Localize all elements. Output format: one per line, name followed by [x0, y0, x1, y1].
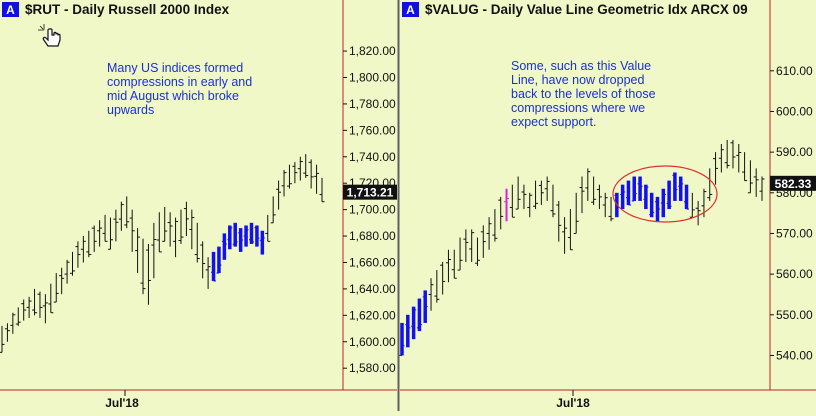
y-tick-label: 610.00 [776, 64, 813, 78]
y-tick-label: 550.00 [776, 308, 813, 322]
y-tick-label: 1,660.00 [349, 255, 396, 269]
y-tick-label: 1,820.00 [349, 44, 396, 58]
annotation-line: compressions where we [511, 101, 645, 115]
y-tick-label: 1,600.00 [349, 335, 396, 349]
y-tick-label: 1,780.00 [349, 97, 396, 111]
annotation-line: upwards [107, 103, 154, 117]
chart-title: $RUT - Daily Russell 2000 Index [25, 2, 230, 17]
y-tick-label: 540.00 [776, 348, 813, 362]
y-tick-label: 1,740.00 [349, 150, 396, 164]
panel-badge-label: A [6, 3, 15, 17]
chart-title: $VALUG - Daily Value Line Geometric Idx … [425, 2, 748, 17]
y-tick-label: 590.00 [776, 145, 813, 159]
y-tick-label: 600.00 [776, 104, 813, 118]
y-tick-label: 1,680.00 [349, 229, 396, 243]
annotation-line: mid August which broke [107, 89, 239, 103]
annotation-line: Many US indices formed [107, 61, 243, 75]
y-tick-label: 1,580.00 [349, 361, 396, 375]
annotation-line: Line, have now dropped [511, 73, 644, 87]
x-tick-label: Jul'18 [105, 396, 139, 410]
y-tick-label: 1,760.00 [349, 123, 396, 137]
y-tick-label: 1,700.00 [349, 203, 396, 217]
y-tick-label: 1,640.00 [349, 282, 396, 296]
rut-chart-panel[interactable]: A $RUT - Daily Russell 2000 Index Many U… [0, 0, 397, 411]
last-price-label: 1,713.21 [347, 186, 394, 200]
panel-badge-label: A [406, 3, 415, 17]
last-price-label: 582.33 [775, 177, 812, 191]
y-tick-label: 570.00 [776, 226, 813, 240]
y-tick-label: 1,620.00 [349, 308, 396, 322]
y-tick-label: 1,800.00 [349, 70, 396, 84]
annotation-line: compressions in early and [107, 75, 252, 89]
y-tick-label: 560.00 [776, 267, 813, 281]
valug-chart-panel[interactable]: A $VALUG - Daily Value Line Geometric Id… [400, 0, 816, 411]
x-tick-label: Jul'18 [556, 396, 590, 410]
annotation-line: back to the levels of those [511, 87, 656, 101]
annotation-line: expect support. [511, 115, 596, 129]
annotation-line: Some, such as this Value [511, 59, 651, 73]
